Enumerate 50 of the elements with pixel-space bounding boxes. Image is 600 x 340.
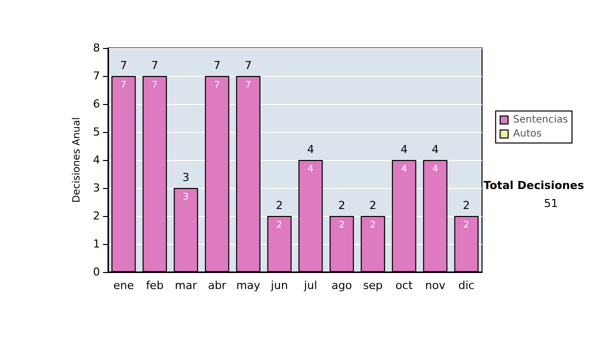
x-tick-label: abr (208, 279, 227, 292)
text: 51 (544, 197, 558, 210)
x-tick-label: dic (458, 279, 474, 292)
total-label: 7 (120, 59, 128, 72)
y-tick-label: 6 (93, 98, 100, 110)
total-label: 7 (151, 59, 158, 72)
data-label: 4 (308, 164, 314, 174)
x-tick-label: jun (270, 279, 288, 292)
total-label: 7 (214, 59, 221, 72)
total-label: 3 (182, 171, 190, 184)
total-label: 4 (432, 143, 439, 156)
data-label: 4 (432, 164, 438, 174)
data-label: 4 (401, 164, 408, 174)
y-tick-label: 0 (93, 266, 100, 278)
total-label: 4 (307, 143, 314, 156)
y-tick-label: 4 (93, 154, 100, 166)
data-label: 3 (183, 192, 189, 202)
total-label: 2 (276, 199, 283, 212)
total-label: 2 (369, 199, 376, 212)
x-tick-label: feb (146, 279, 164, 292)
y-tick-label: 7 (93, 70, 100, 82)
total-label: 2 (338, 199, 346, 212)
y-tick-label: 1 (93, 238, 100, 250)
legend-label: Autos (513, 128, 542, 140)
data-label: 7 (245, 80, 252, 90)
text: Total Decisiones (484, 179, 584, 192)
y-tick-label: 3 (93, 182, 100, 194)
total-label: 4 (400, 143, 408, 156)
x-tick-label: oct (396, 279, 414, 292)
data-label: 2 (464, 220, 470, 230)
x-tick-label: may (236, 279, 261, 292)
data-label: 7 (214, 80, 220, 90)
y-axis-title: Decisiones Anual (72, 117, 83, 203)
x-tick-label: ene (113, 279, 134, 292)
total-label: 7 (244, 59, 252, 72)
x-tick-label: jul (303, 279, 318, 292)
x-tick-label: nov (425, 279, 446, 292)
data-label: 7 (120, 80, 126, 90)
legend-label: Sentencias (513, 114, 568, 126)
x-tick-label: mar (174, 279, 198, 292)
y-tick-label: 2 (93, 210, 100, 222)
data-label: 7 (152, 80, 158, 90)
y-tick-label: 5 (93, 126, 100, 138)
y-tick-label: 8 (93, 42, 100, 54)
x-tick-label: sep (363, 279, 383, 292)
data-label: 2 (338, 220, 345, 230)
data-label: 2 (370, 220, 376, 230)
total-label: 2 (462, 199, 470, 212)
x-tick-label: ago (332, 279, 352, 292)
data-label: 2 (276, 220, 282, 230)
